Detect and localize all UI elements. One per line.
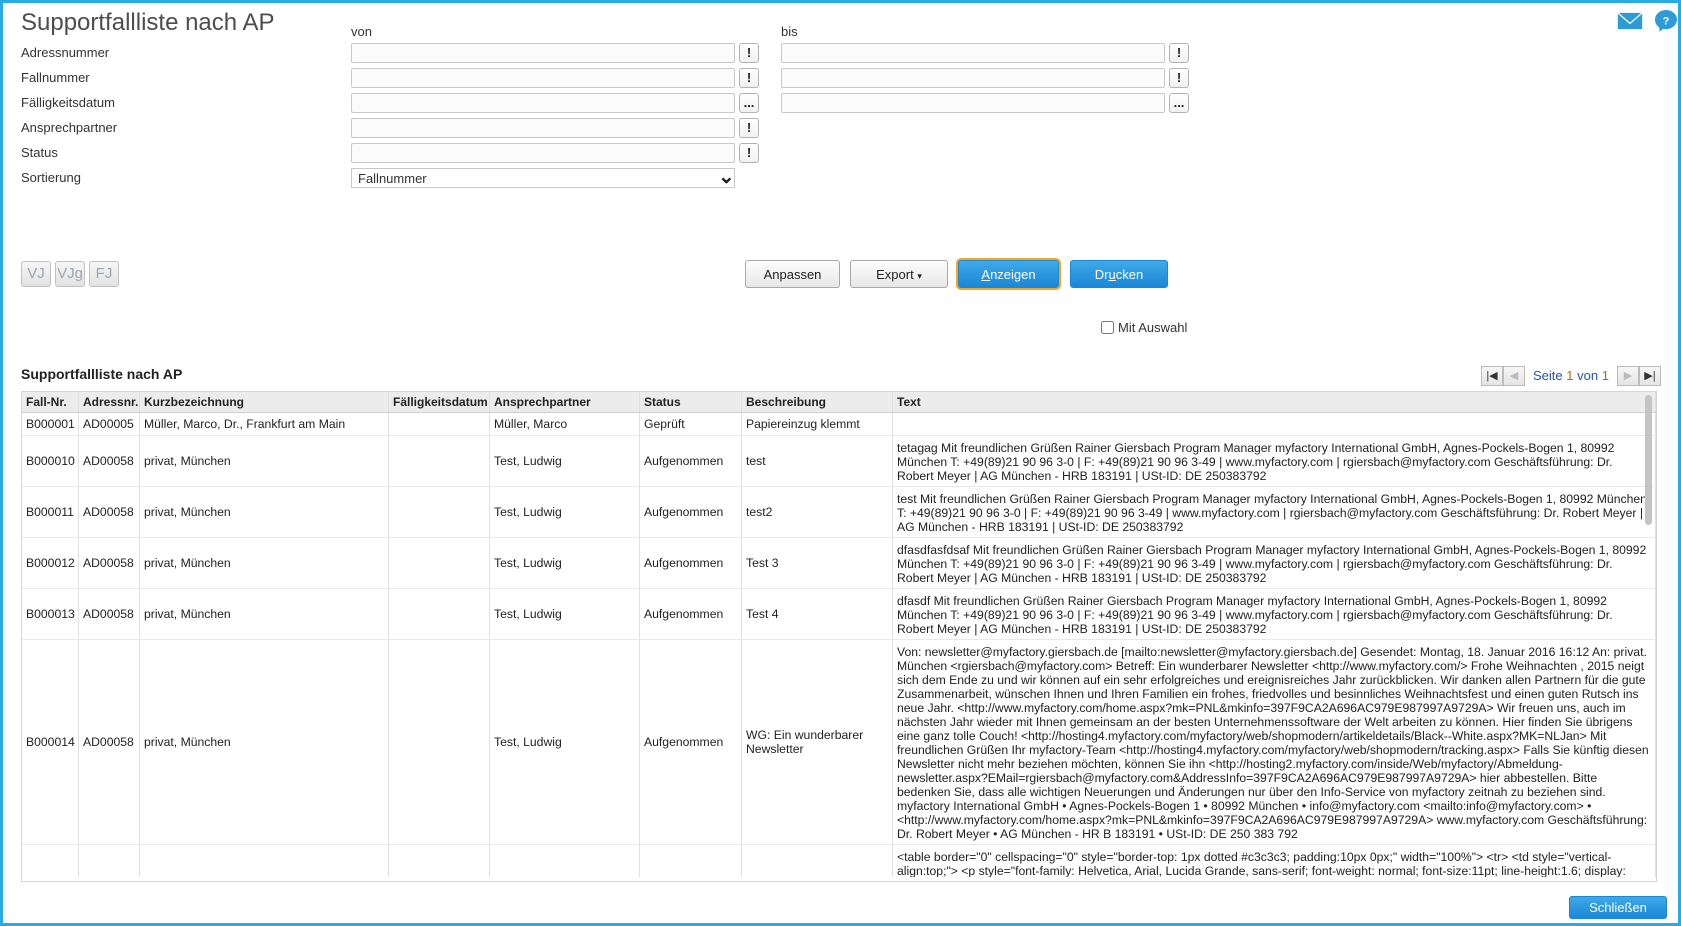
svg-text:?: ?: [1663, 16, 1670, 28]
